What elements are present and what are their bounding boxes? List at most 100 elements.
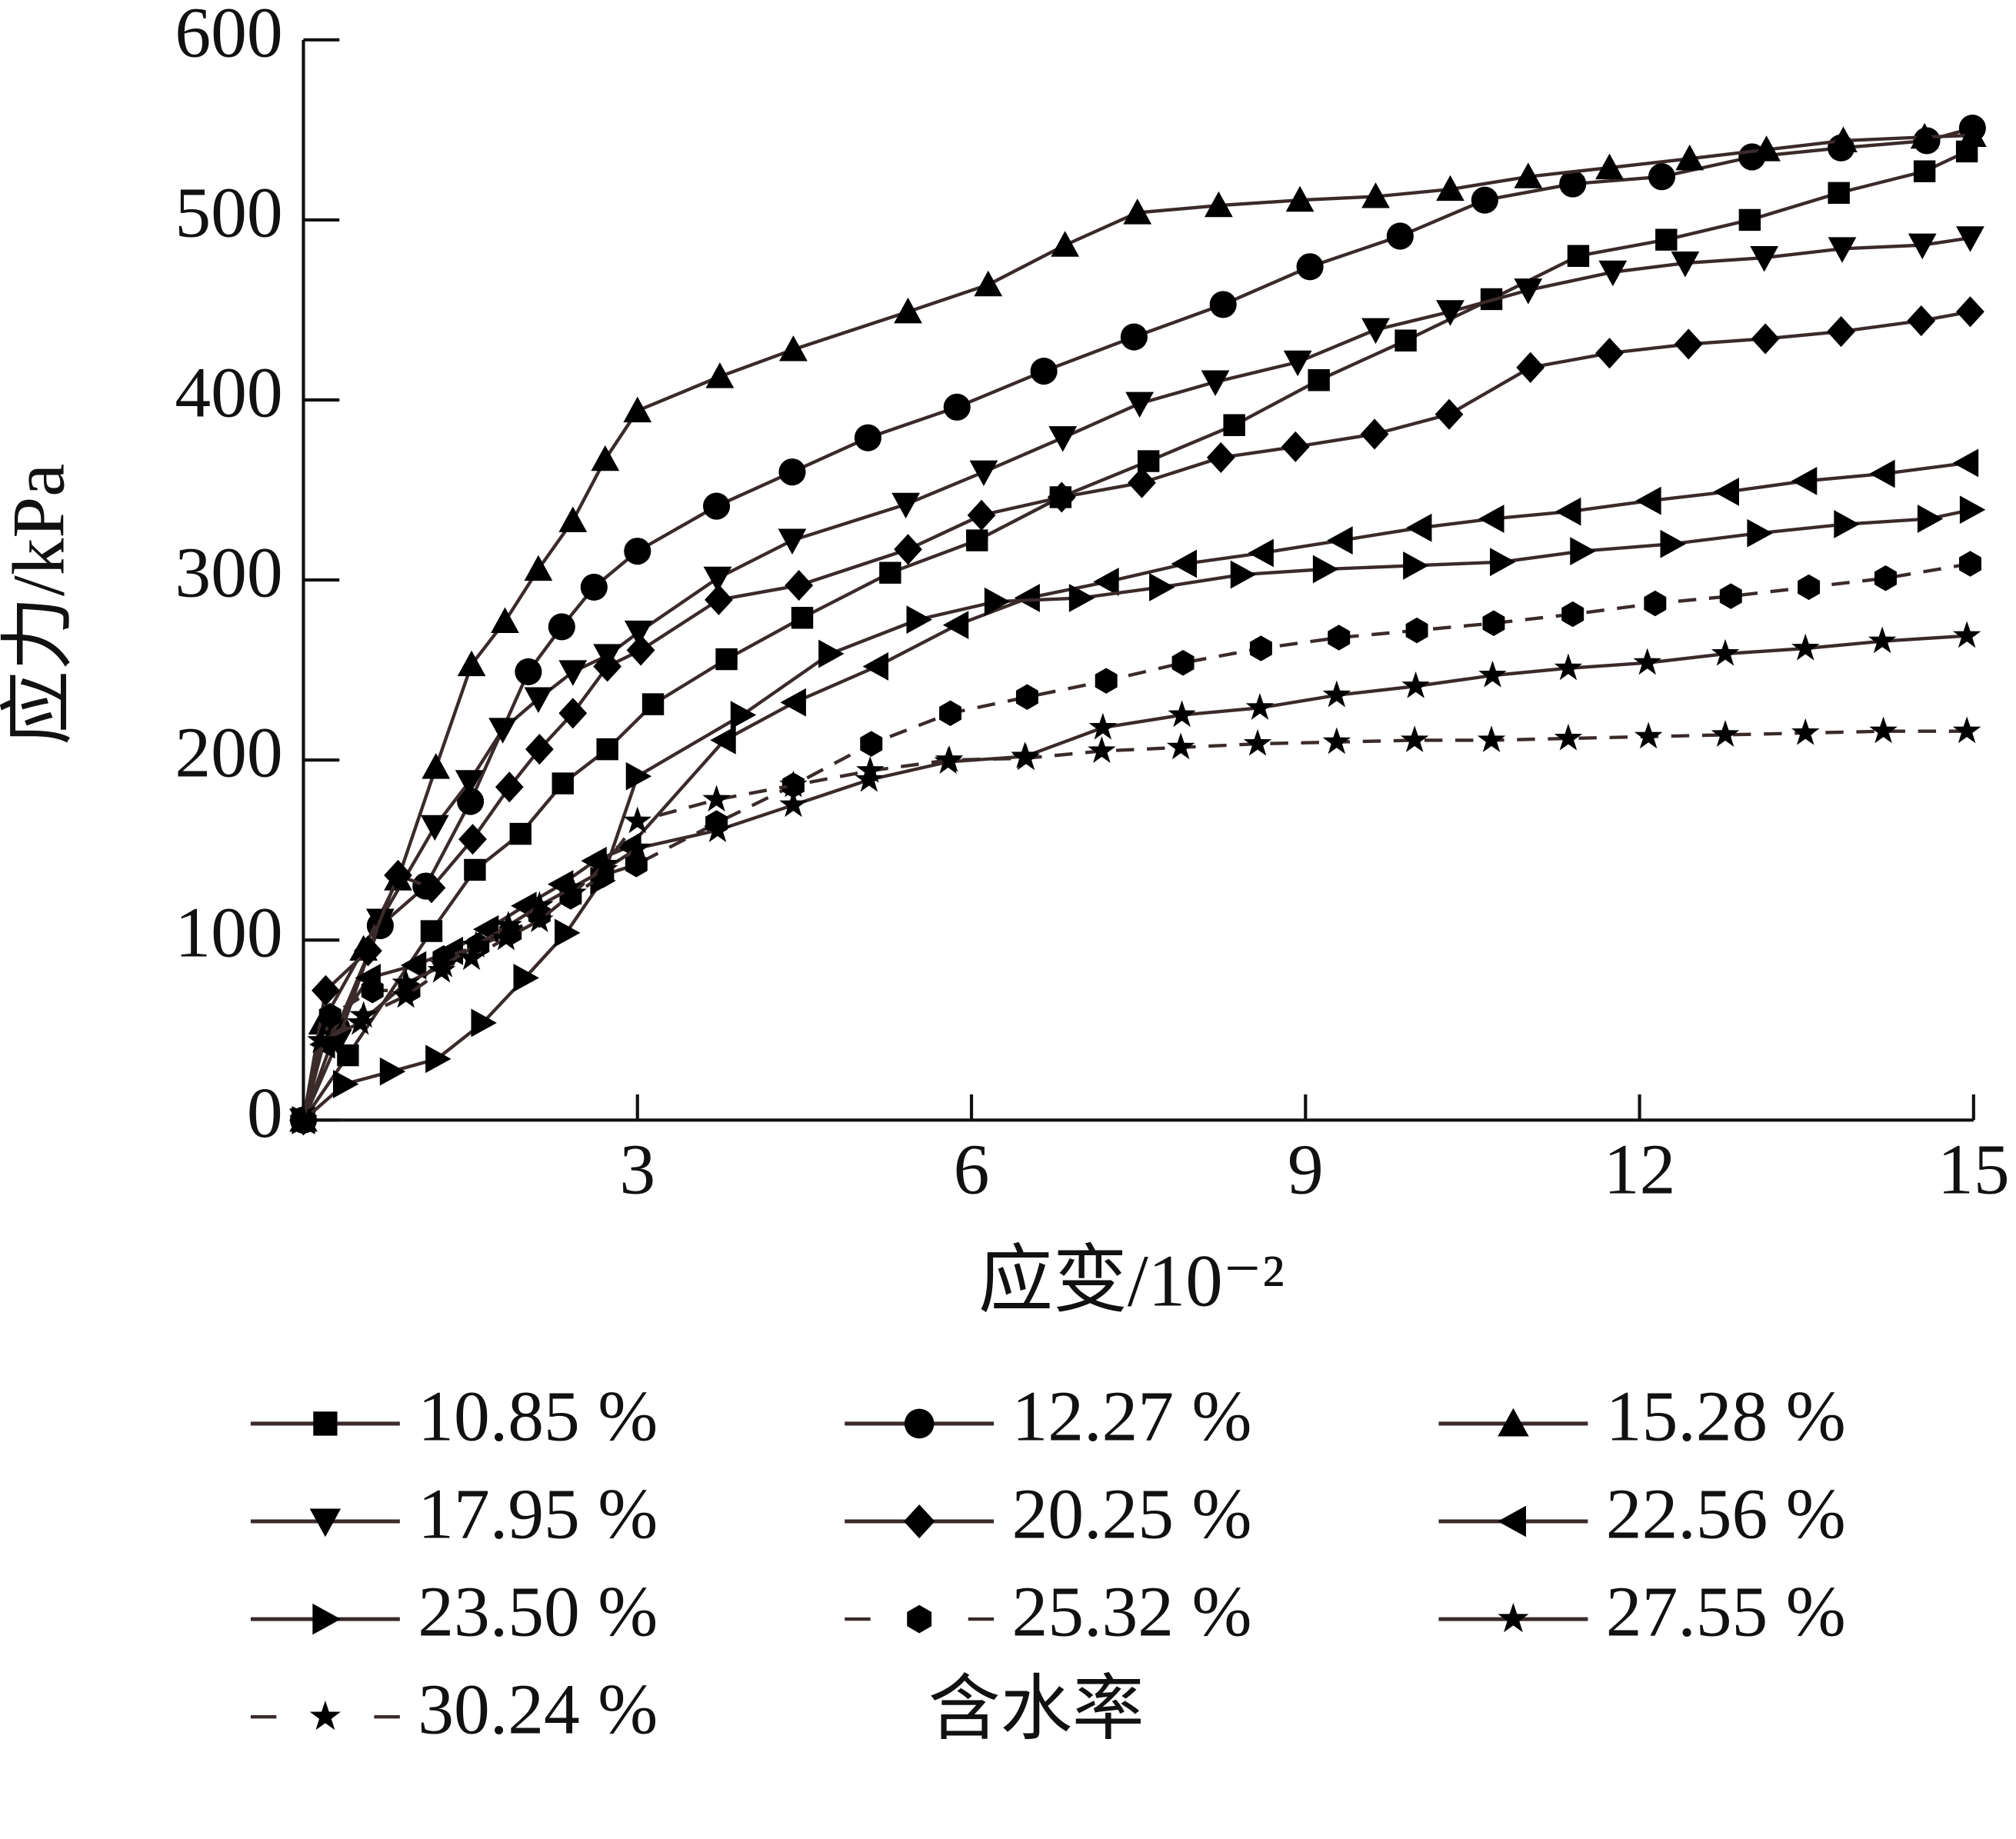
series-line <box>302 133 1973 1121</box>
marker <box>1750 246 1779 272</box>
marker <box>785 570 814 601</box>
marker <box>1644 590 1667 617</box>
y-axis-label: 应力/kPa <box>0 464 79 745</box>
marker <box>1595 338 1624 369</box>
legend-label: 23.50 % <box>418 1573 658 1652</box>
marker <box>1406 513 1432 542</box>
marker <box>1386 222 1414 250</box>
marker <box>1048 426 1078 452</box>
marker <box>1648 163 1676 191</box>
legend-marker <box>309 1508 342 1537</box>
marker <box>1567 245 1590 267</box>
series-line <box>302 310 1971 1121</box>
marker <box>524 687 553 713</box>
marker <box>862 652 889 681</box>
marker <box>984 587 1011 616</box>
marker <box>624 620 653 647</box>
marker <box>1798 574 1821 601</box>
marker <box>1554 723 1583 751</box>
marker <box>1482 610 1505 636</box>
marker <box>555 918 581 948</box>
marker <box>1671 252 1700 278</box>
marker <box>1516 351 1545 383</box>
marker <box>1868 626 1897 654</box>
marker <box>307 1026 335 1053</box>
marker <box>1223 414 1245 436</box>
y-tick-label: 600 <box>175 0 282 72</box>
marker <box>1137 450 1160 472</box>
marker <box>1874 565 1897 591</box>
marker <box>705 584 733 615</box>
legend-label: 10.85 % <box>418 1377 658 1456</box>
marker <box>1952 716 1981 744</box>
marker <box>491 607 519 633</box>
marker <box>730 701 757 730</box>
series-line <box>302 729 1968 1121</box>
legend-marker <box>313 1411 338 1436</box>
marker <box>525 891 554 918</box>
marker <box>464 858 486 881</box>
marker <box>420 920 443 942</box>
marker <box>1635 486 1661 515</box>
marker <box>1171 549 1198 578</box>
marker <box>1328 625 1351 651</box>
series-line <box>302 561 1971 1121</box>
marker <box>935 745 964 772</box>
marker <box>1011 743 1041 771</box>
marker <box>1361 318 1390 345</box>
marker <box>1913 160 1936 182</box>
legend-marker <box>907 1604 932 1634</box>
marker <box>458 824 487 855</box>
marker <box>379 1057 406 1086</box>
marker <box>1171 650 1195 676</box>
marker <box>1201 370 1230 396</box>
legend-label: 22.56 % <box>1606 1474 1846 1554</box>
marker <box>515 658 542 686</box>
marker <box>1123 198 1152 225</box>
marker <box>1245 693 1275 720</box>
marker <box>702 785 731 812</box>
marker <box>715 648 738 671</box>
marker <box>1514 278 1543 305</box>
marker <box>548 613 575 641</box>
marker <box>1230 560 1257 589</box>
marker <box>1869 459 1895 488</box>
marker <box>1471 186 1498 214</box>
marker <box>710 726 736 755</box>
marker <box>1120 323 1148 351</box>
marker <box>703 815 732 843</box>
marker <box>969 460 998 487</box>
marker <box>791 607 814 629</box>
marker <box>1634 721 1663 749</box>
marker <box>1249 635 1272 661</box>
marker <box>1660 529 1686 558</box>
marker <box>1030 357 1058 385</box>
marker <box>462 931 491 958</box>
marker <box>1907 305 1936 337</box>
legend-label: 12.27 % <box>1012 1377 1252 1456</box>
y-tick-label: 0 <box>247 1074 283 1153</box>
marker <box>1308 369 1330 391</box>
marker <box>626 635 655 666</box>
marker <box>860 731 883 757</box>
marker <box>1834 510 1860 538</box>
legend-label: 17.95 % <box>418 1474 658 1554</box>
legend-marker <box>1498 1408 1529 1437</box>
marker <box>1322 680 1351 708</box>
legend-title: 含水率 <box>928 1671 1145 1750</box>
marker <box>289 1105 318 1132</box>
marker <box>855 765 884 792</box>
x-tick-label: 12 <box>1604 1130 1676 1209</box>
y-tick-label: 100 <box>175 894 282 973</box>
marker <box>1205 191 1233 218</box>
marker <box>624 538 651 565</box>
marker <box>1166 732 1195 760</box>
x-tick-label: 6 <box>954 1130 990 1209</box>
marker <box>1361 182 1390 208</box>
marker <box>703 566 732 593</box>
marker <box>1068 584 1095 612</box>
marker <box>591 849 620 877</box>
legend-marker <box>903 1504 935 1539</box>
marker <box>623 396 652 423</box>
marker <box>1327 526 1353 555</box>
